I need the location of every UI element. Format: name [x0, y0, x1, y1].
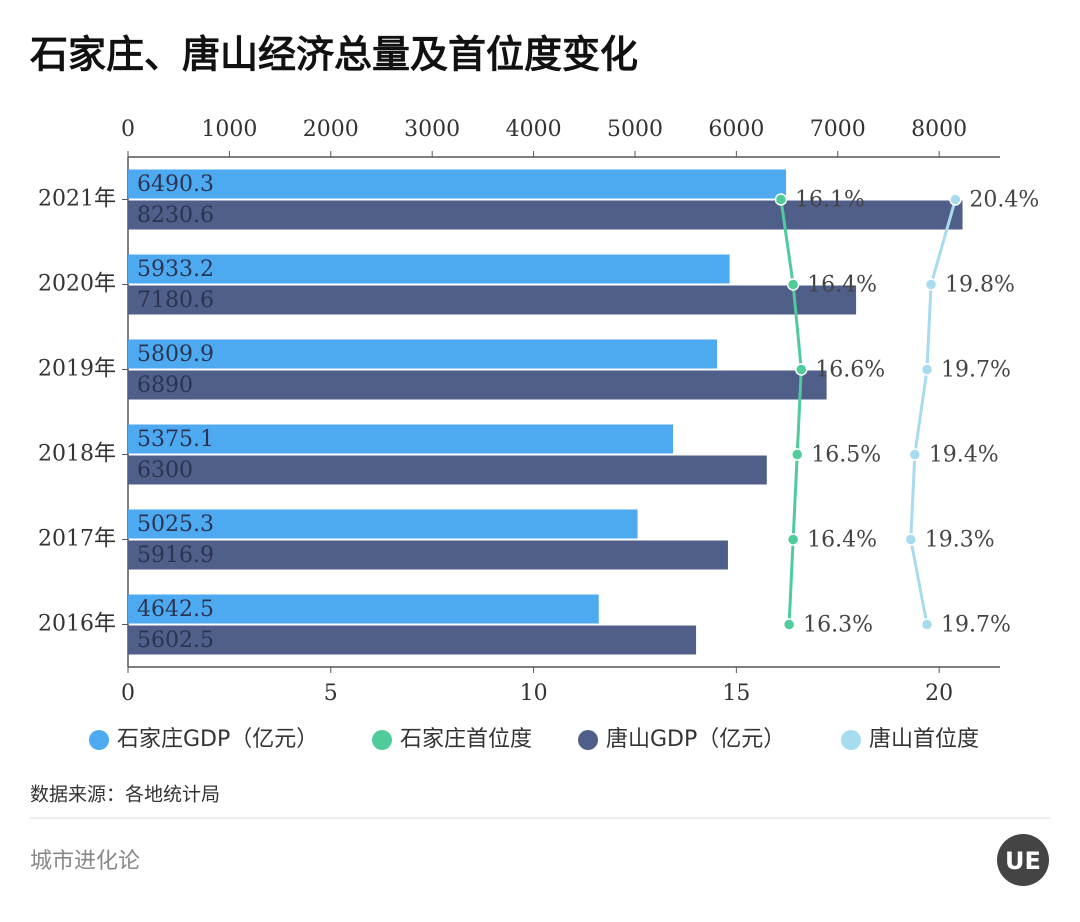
- bar-label: 5916.9: [137, 543, 214, 568]
- x2-tick-label: 4000: [506, 117, 562, 142]
- y-tick-label: 2018年: [38, 442, 116, 467]
- x-tick-label: 5: [324, 681, 338, 706]
- y-tick-label: 2021年: [38, 187, 116, 212]
- point: [908, 448, 922, 461]
- x2-tick-label: 0: [121, 117, 135, 142]
- x-tick-label: 15: [722, 681, 750, 706]
- point: [904, 533, 918, 546]
- legend-marker: [89, 730, 109, 750]
- bar: [128, 625, 697, 655]
- x-tick-label: 10: [520, 681, 548, 706]
- footer: 城市进化论: [30, 849, 140, 874]
- bar: [128, 455, 767, 485]
- legend-marker: [841, 730, 861, 750]
- bar: [128, 540, 728, 570]
- x-tick-label: 0: [121, 681, 135, 706]
- line: [909, 199, 957, 625]
- bar-label: 5375.1: [137, 427, 214, 452]
- point-label: 16.6%: [815, 358, 885, 383]
- x2-tick-label: 6000: [708, 117, 764, 142]
- point: [924, 278, 938, 291]
- source: 数据来源：各地统计局: [30, 784, 220, 806]
- legend-label: 唐山首位度: [869, 727, 979, 752]
- legend-label: 唐山GDP（亿元）: [606, 727, 785, 752]
- bar-label: 8230.6: [137, 203, 214, 228]
- point: [786, 278, 800, 291]
- logo-circle: [997, 834, 1049, 886]
- chart-title: 石家庄、唐山经济总量及首位度变化: [30, 33, 638, 77]
- bar-label: 6890: [137, 373, 193, 398]
- x2-tick-label: 1000: [201, 117, 257, 142]
- legend-label: 石家庄GDP（亿元）: [117, 727, 318, 752]
- bar-label: 6300: [137, 458, 193, 483]
- point-label: 19.7%: [941, 613, 1011, 638]
- point-label: 16.1%: [795, 188, 865, 213]
- x2-tick-label: 3000: [404, 117, 460, 142]
- point-label: 20.4%: [969, 188, 1039, 213]
- x2-tick-label: 5000: [607, 117, 663, 142]
- y-tick-label: 2020年: [38, 272, 116, 297]
- point: [949, 193, 962, 206]
- legend-label: 石家庄首位度: [400, 727, 532, 752]
- bar: [128, 370, 827, 400]
- bar: [128, 509, 638, 539]
- bar: [128, 424, 674, 454]
- bar-label: 6490.3: [137, 172, 214, 197]
- point-label: 16.5%: [811, 443, 881, 468]
- bar: [128, 594, 599, 624]
- bar-label: 5025.3: [137, 512, 214, 537]
- point: [782, 618, 796, 631]
- point: [795, 363, 808, 376]
- y-tick-label: 2017年: [38, 527, 116, 552]
- point-label: 19.3%: [925, 528, 995, 553]
- bar: [128, 339, 718, 369]
- bar-label: 5809.9: [137, 342, 214, 367]
- point-label: 16.4%: [807, 528, 877, 553]
- bar-label: 5933.2: [137, 257, 214, 282]
- y-tick-label: 2016年: [38, 612, 116, 637]
- bar-label: 7180.6: [137, 288, 214, 313]
- logo: UE: [1005, 847, 1041, 875]
- point-label: 19.7%: [941, 358, 1011, 383]
- point: [920, 363, 934, 376]
- point-label: 19.8%: [945, 273, 1015, 298]
- x2-tick-label: 8000: [911, 117, 967, 142]
- point-label: 16.4%: [807, 273, 877, 298]
- bar: [128, 169, 787, 199]
- bar: [128, 285, 857, 315]
- bar: [128, 200, 963, 230]
- legend-marker: [578, 730, 598, 750]
- point-label: 16.3%: [803, 613, 873, 638]
- point-label: 19.4%: [929, 443, 999, 468]
- x2-tick-label: 7000: [810, 117, 866, 142]
- bar: [128, 254, 730, 284]
- point: [774, 193, 788, 206]
- legend-marker: [372, 730, 392, 750]
- point: [790, 448, 804, 461]
- point: [920, 618, 934, 631]
- bar-label: 4642.5: [137, 597, 214, 622]
- point: [786, 533, 800, 546]
- bar-label: 5602.5: [137, 628, 214, 653]
- line: [779, 199, 803, 625]
- y-tick-label: 2019年: [38, 357, 116, 382]
- x2-tick-label: 2000: [303, 117, 359, 142]
- x-tick-label: 20: [925, 681, 953, 706]
